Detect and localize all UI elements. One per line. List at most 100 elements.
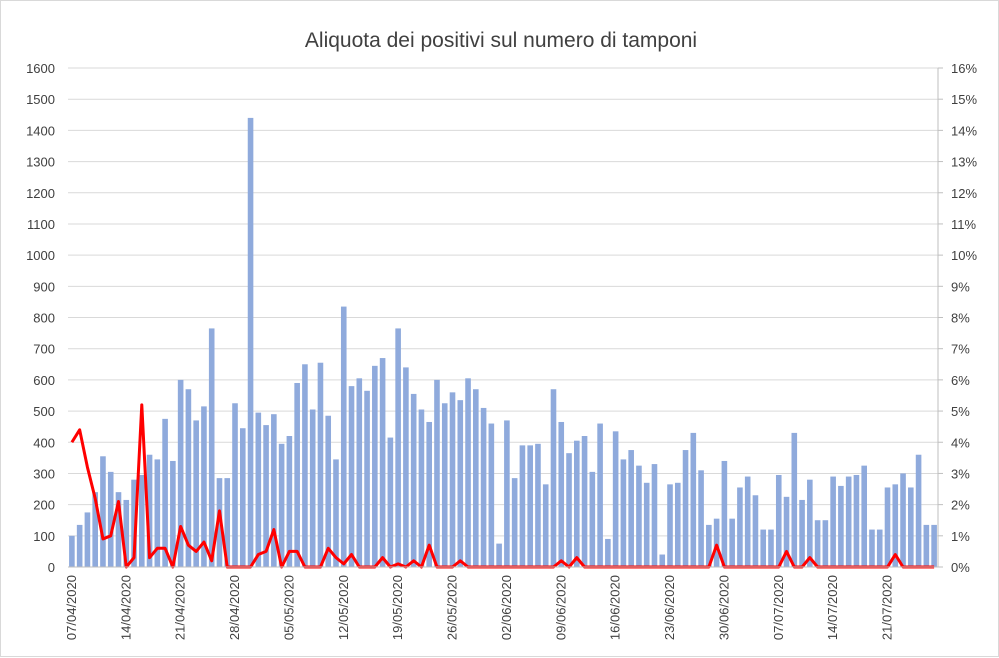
bar xyxy=(892,484,899,567)
y-left-tick-label: 1000 xyxy=(26,248,55,263)
bar xyxy=(791,432,798,567)
bar xyxy=(651,464,658,567)
bar xyxy=(620,459,627,567)
bar xyxy=(364,390,370,567)
bar xyxy=(426,421,433,567)
bar xyxy=(768,529,774,567)
bar xyxy=(255,412,262,567)
y-right-tick-label: 13% xyxy=(951,155,977,170)
bar xyxy=(822,520,829,567)
y-right-tick-label: 1% xyxy=(951,529,970,544)
bar xyxy=(457,400,464,567)
bar xyxy=(69,535,75,567)
bar xyxy=(84,512,91,567)
left-axis-labels: 0 100 200 300 400 500 600 700 800 900 1000 1100 1200… xyxy=(26,61,55,575)
bar xyxy=(814,520,821,567)
bar xyxy=(465,378,471,567)
bar xyxy=(542,484,549,567)
bar xyxy=(589,471,596,567)
y-left-tick-label: 700 xyxy=(33,342,55,357)
bar xyxy=(900,473,906,567)
y-left-tick-label: 1400 xyxy=(26,123,55,138)
bar xyxy=(263,425,269,567)
bar xyxy=(729,518,735,567)
bar xyxy=(799,499,805,567)
y-right-tick-label: 0% xyxy=(951,560,970,575)
bar xyxy=(239,428,246,567)
y-left-tick-label: 400 xyxy=(33,435,55,450)
bar xyxy=(387,437,394,567)
bar-series xyxy=(69,117,937,568)
bar xyxy=(92,492,98,567)
y-right-tick-label: 7% xyxy=(951,342,970,357)
bar xyxy=(744,476,751,567)
bar xyxy=(177,379,184,567)
bar xyxy=(185,389,192,567)
y-left-tick-label: 800 xyxy=(33,311,55,326)
bar xyxy=(302,364,308,567)
bar xyxy=(659,554,666,567)
bar xyxy=(473,389,479,567)
x-tick-label: 12/05/2020 xyxy=(336,575,351,640)
y-left-tick-label: 600 xyxy=(33,373,55,388)
bar xyxy=(403,367,409,567)
bar xyxy=(224,478,231,567)
bar xyxy=(107,471,114,567)
bar xyxy=(884,487,891,567)
bar xyxy=(247,117,254,568)
bar xyxy=(861,465,868,567)
bar xyxy=(317,362,324,567)
bar xyxy=(480,407,487,567)
y-left-tick-label: 500 xyxy=(33,404,55,419)
x-tick-label: 23/06/2020 xyxy=(662,575,677,640)
bar xyxy=(208,328,215,567)
bar xyxy=(674,482,681,567)
y-right-tick-label: 9% xyxy=(951,279,970,294)
bar xyxy=(418,409,425,567)
bar xyxy=(449,392,456,567)
bar xyxy=(775,474,782,567)
x-tick-label: 07/07/2020 xyxy=(771,575,786,640)
x-tick-label: 16/06/2020 xyxy=(608,575,623,640)
y-right-tick-label: 3% xyxy=(951,466,970,481)
bar xyxy=(573,440,580,567)
bar xyxy=(597,423,603,567)
bar xyxy=(807,479,813,567)
bar xyxy=(682,450,689,567)
x-tick-label: 30/06/2020 xyxy=(716,575,731,640)
x-axis-labels: 07/04/2020 14/04/2020 21/04/2020 28/04/2020… xyxy=(64,575,895,640)
bar xyxy=(441,403,448,567)
bar xyxy=(100,456,106,567)
y-right-tick-label: 6% xyxy=(951,373,970,388)
bar xyxy=(869,529,875,567)
bar xyxy=(690,432,697,567)
x-tick-label: 02/06/2020 xyxy=(499,575,514,640)
chart-title: Aliquota dei positivi sul numero di tamp… xyxy=(305,29,697,52)
bar xyxy=(721,460,728,567)
y-left-tick-label: 100 xyxy=(33,529,55,544)
bar xyxy=(643,482,650,567)
bar xyxy=(566,453,572,567)
bar xyxy=(154,459,161,567)
bar xyxy=(915,454,922,567)
bar xyxy=(783,496,790,567)
bar xyxy=(667,484,673,567)
x-tick-label: 05/05/2020 xyxy=(281,575,296,640)
bar xyxy=(170,460,176,567)
bar xyxy=(737,487,743,567)
x-tick-label: 21/07/2020 xyxy=(880,575,895,640)
y-right-tick-label: 8% xyxy=(951,311,970,326)
bar xyxy=(356,378,363,567)
bar xyxy=(511,478,518,567)
bar xyxy=(410,393,417,567)
bar xyxy=(232,403,238,567)
y-right-tick-label: 12% xyxy=(951,186,977,201)
y-left-tick-label: 300 xyxy=(33,466,55,481)
bar xyxy=(115,492,122,567)
bar xyxy=(76,524,83,567)
y-left-tick-label: 900 xyxy=(33,279,55,294)
x-tick-label: 28/04/2020 xyxy=(227,575,242,640)
bar xyxy=(752,495,759,567)
bar xyxy=(131,479,137,567)
